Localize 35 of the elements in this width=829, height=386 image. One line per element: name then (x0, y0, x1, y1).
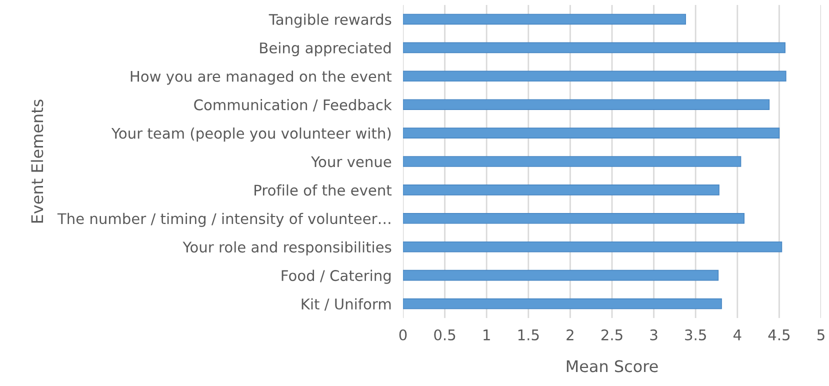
bar (403, 184, 720, 196)
y-tick-label: Profile of the event (254, 184, 392, 196)
bar (403, 156, 742, 167)
x-tick-label: 5 (817, 330, 824, 340)
y-tick-label: Food / Catering (282, 270, 391, 284)
x-tick-label: 0.5 (434, 329, 456, 340)
bar (403, 14, 686, 25)
y-tick-label: Your role and responsibilities (182, 241, 392, 256)
x-tick-label: 3.5 (685, 329, 706, 340)
x-tick-label: 0 (399, 329, 407, 340)
y-tick-label: Your venue (311, 156, 392, 168)
bar (403, 70, 786, 82)
bar (403, 241, 782, 252)
x-axis-title: Mean Score (566, 360, 658, 372)
y-axis-title: Event Elements (30, 100, 44, 223)
y-tick-label: The number / timing / intensity of volunteer… (57, 212, 390, 227)
x-tick-label: 4.5 (768, 330, 790, 340)
bar (403, 298, 722, 310)
bar (403, 270, 719, 281)
x-tick-label: 1.5 (518, 330, 539, 340)
x-tick-label: 4 (733, 330, 742, 340)
bar (403, 42, 786, 54)
y-tick-label: Communication / Feedback (194, 99, 392, 112)
y-tick-label: Your team (people you volunteer with) (111, 128, 391, 142)
x-tick-label: 2.5 (601, 329, 622, 340)
x-tick-label: 2 (566, 329, 574, 340)
y-tick-label: Being appreciated (260, 42, 391, 56)
x-tick-label: 3 (650, 329, 658, 340)
bar (403, 99, 770, 110)
y-tick-label: Tangible rewards (268, 14, 392, 28)
y-tick-label: Kit / Uniform (302, 298, 391, 311)
y-tick-label: How you are managed on the event (130, 70, 392, 85)
bar (403, 128, 780, 138)
x-tick-label: 1 (484, 330, 490, 340)
bar (403, 213, 745, 224)
